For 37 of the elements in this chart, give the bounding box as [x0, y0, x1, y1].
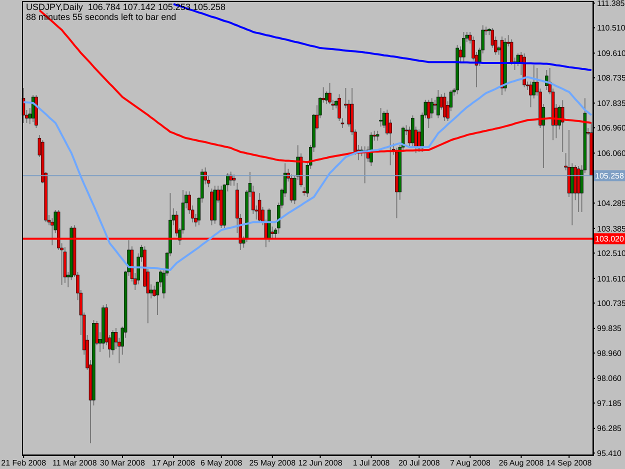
candlestick — [258, 192, 262, 223]
y-tick-label: 111.385 — [597, 0, 625, 8]
x-tick-label: 1 Jul 2008 — [352, 458, 390, 468]
candlestick — [324, 90, 328, 105]
candlestick — [436, 90, 440, 119]
y-tick-label: 99.835 — [597, 324, 622, 334]
candlestick — [462, 31, 466, 62]
x-tick-label: 25 May 2008 — [249, 458, 296, 468]
x-tick-label: 11 Mar 2008 — [52, 458, 98, 468]
x-tick-label: 14 Sep 2008 — [546, 458, 592, 468]
x-tick-label: 20 Jul 2008 — [398, 458, 440, 468]
y-tick-label: 98.060 — [597, 374, 622, 384]
y-tick-label: 95.410 — [597, 448, 622, 458]
candlestick — [376, 130, 380, 142]
candlestick — [442, 92, 446, 122]
x-tick-label: 30 Mar 2008 — [100, 458, 146, 468]
candlestick — [229, 171, 232, 186]
candlestick — [430, 98, 434, 119]
candlestick — [529, 81, 532, 108]
x-tick-label: 7 Aug 2008 — [450, 458, 491, 468]
x-tick-label: 21 Feb 2008 — [1, 458, 47, 468]
x-tick-label: 12 Jun 2008 — [298, 458, 343, 468]
candlestick — [427, 99, 430, 129]
y-tick-label: 110.510 — [597, 24, 625, 33]
x-tick-label: 26 Aug 2008 — [498, 458, 544, 468]
x-tick-label: 17 Apr 2008 — [152, 458, 196, 468]
ref-line-label: 103.020 — [595, 234, 625, 244]
candlestick — [561, 100, 564, 152]
ref-line-label: 105.258 — [595, 172, 625, 181]
y-tick-label: 97.185 — [597, 398, 622, 408]
candlestick — [111, 330, 114, 356]
y-tick-label: 98.960 — [597, 348, 622, 358]
x-tick-label: 6 May 2008 — [200, 458, 243, 468]
candlestick — [516, 52, 520, 67]
candlestick — [379, 108, 382, 128]
candlestick — [232, 174, 236, 186]
y-tick-label: 96.285 — [597, 424, 622, 434]
